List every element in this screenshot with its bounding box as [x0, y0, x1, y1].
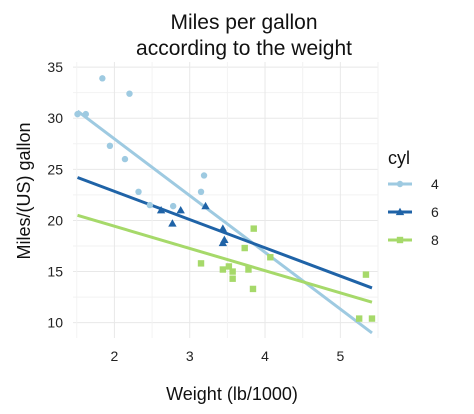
data-point-4: [82, 110, 90, 118]
legend-marker-triangle: [395, 207, 405, 216]
legend-item-8: 8: [388, 232, 439, 248]
y-tick-label: 20: [47, 212, 63, 228]
data-point-4: [126, 90, 133, 97]
data-point-8: [267, 254, 274, 261]
data-point-8: [197, 260, 205, 267]
data-point-8: [219, 266, 227, 273]
y-tick-label: 15: [47, 264, 63, 280]
x-tick-label: 2: [111, 348, 119, 364]
fit-line-6: [76, 176, 373, 290]
data-point-8: [368, 315, 376, 322]
data-point-4: [74, 110, 81, 118]
data-point-8: [241, 244, 248, 252]
legend-label: 4: [431, 176, 439, 192]
chart-title-line-2: according to the weight: [136, 37, 352, 60]
fit-line-4: [76, 109, 373, 335]
legend-marker-square: [396, 236, 404, 244]
data-point-4: [135, 188, 142, 196]
x-tick-label: 4: [261, 348, 269, 364]
chart-title-line-1: Miles per gallon: [170, 11, 317, 34]
data-point-4: [200, 172, 208, 179]
data-point-6: [201, 201, 210, 210]
y-tick-labels: 10 15 20 25 30 35: [47, 59, 63, 331]
data-point-8: [250, 225, 257, 232]
data-point-4: [146, 201, 154, 209]
x-tick-label: 3: [186, 348, 194, 364]
x-tick-labels: 2 3 4 5: [111, 348, 345, 364]
data-point-8: [229, 275, 236, 282]
y-tick-label: 25: [47, 161, 63, 177]
data-point-4: [99, 75, 106, 82]
data-point-8: [245, 266, 252, 273]
fit-line-8: [77, 213, 373, 304]
data-point-4: [121, 155, 129, 163]
legend-label: 8: [431, 232, 439, 248]
data-point-6: [220, 235, 229, 244]
legend-title: cyl: [388, 148, 410, 168]
legend-item-6: 6: [388, 204, 439, 220]
y-tick-label: 30: [47, 110, 63, 126]
data-point-6: [156, 206, 166, 214]
data-point-6: [168, 219, 177, 227]
data-point-6: [218, 224, 228, 232]
legend-label: 6: [431, 204, 439, 220]
data-point-8: [229, 268, 236, 275]
y-axis-label: Miles/(US) gallon: [14, 122, 34, 259]
data-point-8: [225, 263, 233, 270]
regression-lines: [76, 109, 373, 335]
data-point-4: [106, 142, 114, 150]
data-point-8: [355, 315, 363, 322]
grid: [73, 62, 379, 338]
data-point-4: [169, 202, 177, 210]
y-tick-label: 35: [47, 59, 63, 75]
data-point-6: [176, 206, 185, 214]
data-points: [74, 75, 376, 322]
x-tick-label: 5: [336, 348, 344, 364]
data-point-8: [362, 271, 370, 278]
y-tick-label: 10: [47, 315, 63, 331]
data-point-4: [197, 188, 205, 196]
legend-marker-circle: [396, 180, 404, 188]
legend-item-4: 4: [388, 176, 439, 192]
x-axis-label: Weight (lb/1000): [166, 384, 298, 404]
data-point-8: [249, 285, 257, 293]
legend: cyl 4 6 8: [388, 148, 439, 248]
